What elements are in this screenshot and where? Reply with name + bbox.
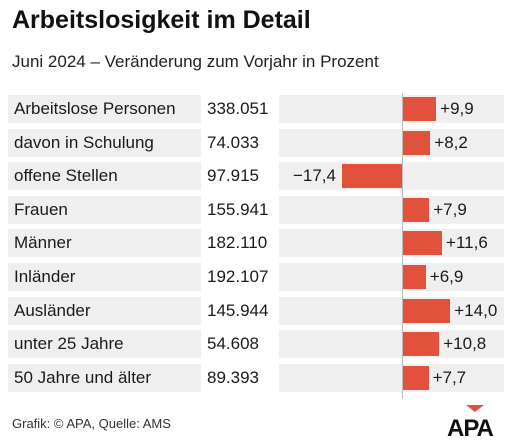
source-note: Grafik: © APA, Quelle: AMS (12, 416, 171, 431)
data-label: +10,8 (443, 334, 487, 353)
bar (402, 332, 440, 356)
data-label: +7,7 (432, 368, 467, 387)
absolute-value: 155.941 (201, 196, 279, 224)
zero-axis-line (402, 93, 403, 399)
category-label: Ausländer (14, 301, 91, 320)
bar (402, 231, 443, 255)
bar (402, 198, 430, 222)
category-label: Männer (14, 233, 72, 252)
absolute-value: 338.051 (201, 95, 279, 123)
apa-logo: APA (447, 405, 495, 439)
data-label: +7,9 (433, 200, 467, 219)
bar (402, 131, 431, 155)
data-label: +9,9 (440, 99, 474, 118)
bar (402, 265, 426, 289)
category-label: Inländer (14, 267, 76, 286)
logo-text: APA (447, 415, 494, 439)
absolute-value: 89.393 (201, 364, 279, 392)
logo-triangle (466, 405, 484, 412)
absolute-value: 192.107 (201, 263, 279, 291)
data-label: −17,4 (292, 166, 336, 185)
bar (402, 366, 429, 390)
data-label: +8,2 (434, 133, 468, 152)
absolute-value: 54.608 (201, 330, 279, 358)
category-label: davon in Schulung (14, 133, 154, 152)
chart-title: Arbeitslosigkeit im Detail (12, 6, 311, 34)
category-label: Arbeitslose Personen (14, 99, 176, 118)
bar (402, 299, 451, 323)
absolute-value: 74.033 (201, 129, 279, 157)
category-label: offene Stellen (14, 166, 118, 185)
category-label: unter 25 Jahre (14, 334, 124, 353)
category-label: 50 Jahre und älter (14, 368, 152, 387)
absolute-value: 145.944 (201, 297, 279, 325)
absolute-value: 97.915 (201, 162, 279, 190)
category-label: Frauen (14, 200, 68, 219)
data-label: +11,6 (446, 233, 488, 252)
data-label: +6,9 (429, 267, 464, 286)
bar (402, 97, 437, 121)
data-label: +14,0 (454, 301, 498, 320)
absolute-value: 182.110 (201, 229, 279, 257)
bar (341, 164, 402, 188)
chart-subtitle: Juni 2024 – Veränderung zum Vorjahr in P… (12, 52, 379, 71)
